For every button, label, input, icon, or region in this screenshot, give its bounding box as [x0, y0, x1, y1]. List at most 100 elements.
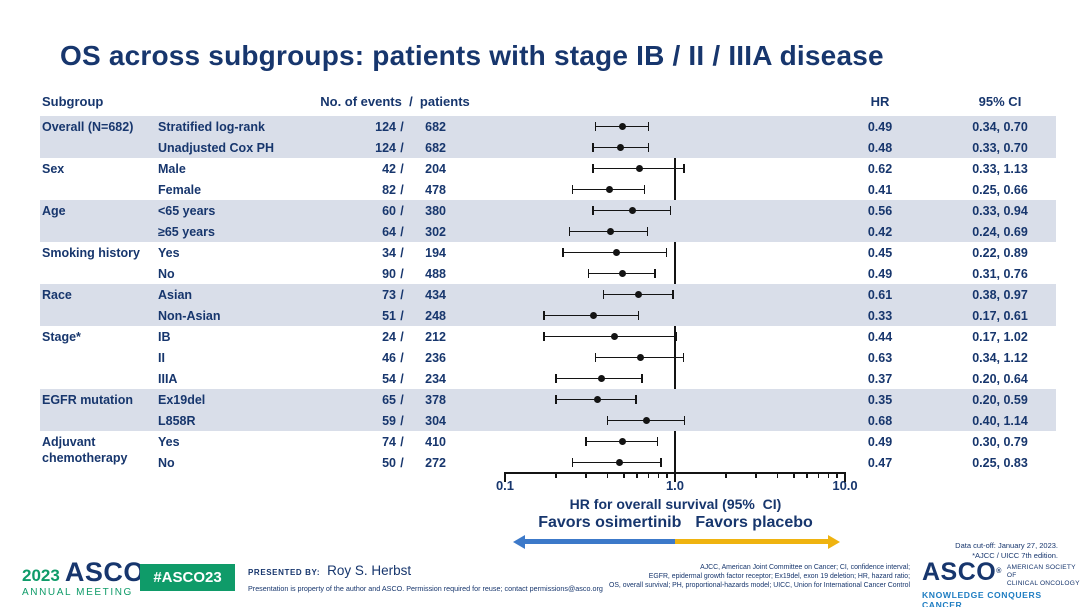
events-patients-separator: / — [400, 119, 404, 134]
subgroup-level-label: Yes — [158, 245, 180, 260]
ci-upper-cap — [656, 437, 659, 446]
patients-count: 304 — [425, 413, 446, 428]
favors-placebo-label: Favors placebo — [695, 514, 813, 531]
ci-error-bar — [544, 335, 677, 338]
favors-right-arrow-bar — [675, 539, 828, 544]
favors-osimertinib-label: Favors osimertinib — [538, 514, 682, 531]
asco-society-logo: ASCO® AMERICAN SOCIETY OF CLINICAL ONCOL… — [922, 560, 1080, 607]
subgroup-level-label: II — [158, 350, 165, 365]
x-axis-minor-tick — [817, 472, 820, 478]
events-patients-cell: 34 / 194 — [352, 245, 446, 261]
events-patients-separator: / — [400, 371, 404, 386]
patients-count: 272 — [425, 455, 446, 470]
meeting-subtitle: ANNUAL MEETING — [22, 587, 133, 598]
events-patients-cell: 60 / 380 — [352, 203, 446, 219]
patients-count: 378 — [425, 392, 446, 407]
data-cutoff-line1: Data cut-off: January 27, 2023. — [955, 541, 1058, 550]
hr-value-cell: 0.48 — [867, 140, 893, 155]
ci-lower-cap — [585, 437, 587, 446]
events-count: 74 — [382, 434, 396, 449]
x-axis-minor-tick — [606, 472, 609, 478]
events-patients-cell: 73 / 434 — [352, 287, 446, 303]
subgroup-level-label: Asian — [158, 287, 193, 302]
subgroup-label: Race — [42, 288, 72, 302]
subgroup-level-label: Non-Asian — [158, 308, 221, 323]
events-patients-separator: / — [400, 308, 404, 323]
hr-point-marker — [618, 123, 626, 130]
ci-lower-cap — [543, 311, 545, 320]
ci-upper-cap — [635, 395, 637, 404]
events-count: 42 — [382, 161, 396, 176]
ci-value-cell: 0.40, 1.14 — [972, 413, 1028, 428]
x-axis-minor-tick — [725, 472, 727, 478]
ci-lower-cap — [571, 185, 574, 194]
data-cutoff-line2: *AJCC / UICC 7th edition. — [972, 550, 1058, 560]
patients-count: 478 — [425, 182, 446, 197]
column-header-ci: 95% CI — [978, 94, 1022, 109]
x-axis-minor-tick — [806, 472, 809, 478]
abbreviations-line3: OS, overall survival; PH, proportional-h… — [608, 582, 910, 590]
patients-count: 248 — [425, 308, 446, 323]
events-count: 82 — [382, 182, 396, 197]
hr-point-marker — [618, 438, 626, 445]
ci-value-cell: 0.33, 0.94 — [972, 203, 1028, 218]
x-axis-minor-tick — [657, 472, 660, 478]
events-patients-separator: / — [400, 392, 404, 407]
subgroup-level-label: Unadjusted Cox PH — [158, 140, 274, 155]
x-axis-major-tick — [844, 472, 846, 482]
ci-value-cell: 0.24, 0.69 — [972, 224, 1028, 239]
ci-lower-cap — [568, 227, 571, 236]
hr-point-marker — [628, 207, 636, 214]
hr-point-marker — [598, 375, 606, 382]
x-axis-minor-tick — [755, 472, 757, 478]
patients-count: 204 — [425, 161, 446, 176]
abbreviations-line2: EGFR, epidermal growth factor receptor; … — [648, 573, 910, 581]
registered-mark-icon: ® — [996, 568, 1002, 575]
events-count: 64 — [382, 224, 396, 239]
asco-annual-meeting-logo: 2023 ASCO® ANNUAL MEETING — [22, 559, 151, 599]
subgroup-level-label: L858R — [158, 413, 196, 428]
ci-lower-cap — [587, 269, 590, 278]
hashtag-badge: #ASCO23 — [140, 564, 235, 591]
subgroup-level-label: Male — [158, 161, 186, 176]
patients-count: 682 — [425, 140, 446, 155]
events-patients-separator: / — [400, 455, 404, 470]
table-row-band — [40, 284, 1056, 326]
ci-value-cell: 0.17, 1.02 — [972, 329, 1028, 344]
hr-value-cell: 0.41 — [867, 182, 893, 197]
events-patients-separator: / — [400, 245, 404, 260]
events-patients-separator: / — [400, 224, 404, 239]
events-count: 50 — [382, 455, 396, 470]
ci-upper-cap — [647, 143, 650, 152]
events-patients-cell: 124 / 682 — [352, 119, 446, 135]
subgroup-label: Smoking history — [42, 246, 140, 260]
ci-value-cell: 0.22, 0.89 — [972, 245, 1028, 260]
ci-upper-cap — [669, 206, 672, 215]
patients-count: 488 — [425, 266, 446, 281]
table-row-band — [40, 389, 1056, 431]
ci-value-cell: 0.38, 0.97 — [972, 287, 1028, 302]
ci-upper-cap — [682, 353, 685, 362]
x-axis-minor-tick — [623, 472, 625, 478]
hr-value-cell: 0.62 — [867, 161, 893, 176]
events-patients-separator: / — [400, 413, 404, 428]
table-row-band — [40, 200, 1056, 242]
ci-upper-cap — [660, 458, 663, 467]
hr-value-cell: 0.35 — [867, 392, 893, 407]
x-axis-minor-tick — [647, 472, 650, 478]
events-patients-separator: / — [400, 161, 404, 176]
ci-lower-cap — [594, 353, 597, 362]
ci-lower-cap — [543, 332, 545, 341]
events-patients-separator: / — [400, 266, 404, 281]
data-cutoff-note: Data cut-off: January 27, 2023. *AJCC / … — [955, 541, 1058, 560]
events-count: 59 — [382, 413, 396, 428]
x-tick-label-0.1: 0.1 — [495, 478, 515, 493]
events-count: 54 — [382, 371, 396, 386]
abbreviations-block: AJCC, American Joint Committee on Cancer… — [555, 563, 910, 591]
ci-value-cell: 0.25, 0.66 — [972, 182, 1028, 197]
ci-lower-cap — [592, 143, 594, 152]
x-axis-minor-tick — [836, 472, 838, 478]
hr-value-cell: 0.49 — [867, 119, 893, 134]
events-patients-cell: 51 / 248 — [352, 308, 446, 324]
